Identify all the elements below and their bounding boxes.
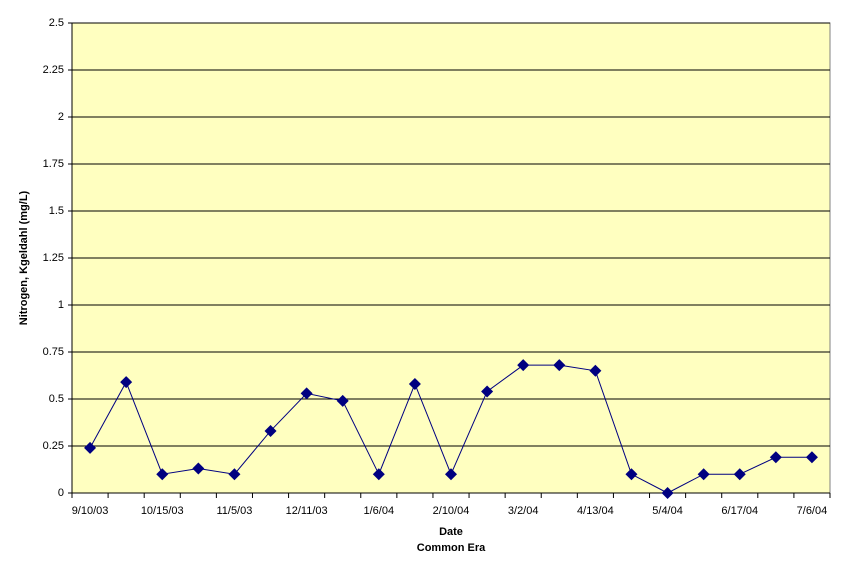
x-tick-label: 6/17/04 xyxy=(721,505,758,517)
x-tick-label: 7/6/04 xyxy=(797,505,828,517)
data-point xyxy=(517,359,530,372)
data-point xyxy=(553,359,566,372)
data-point xyxy=(697,468,710,481)
x-tick-label: 10/15/03 xyxy=(141,505,184,517)
data-point xyxy=(336,394,349,407)
x-tick-label: 12/11/03 xyxy=(286,505,328,517)
y-tick-label: 0.25 xyxy=(43,440,64,452)
data-point xyxy=(769,451,782,464)
y-axis-title: Nitrogen, Kgeldahl (mg/L) xyxy=(18,190,30,325)
x-axis-subtitle: Common Era xyxy=(417,542,486,554)
data-point xyxy=(408,377,421,390)
data-point xyxy=(120,376,133,389)
data-point xyxy=(481,385,494,398)
y-tick-label: 1.25 xyxy=(43,252,64,264)
data-point xyxy=(589,364,602,377)
y-tick-label: 0.75 xyxy=(43,346,64,358)
y-tick-label: 1.75 xyxy=(43,158,64,170)
data-point xyxy=(445,468,457,481)
data-point xyxy=(372,468,385,481)
x-tick-label: 4/13/04 xyxy=(577,505,614,517)
y-tick-label: 2.25 xyxy=(43,64,64,76)
data-point xyxy=(661,487,674,499)
data-point xyxy=(264,424,277,437)
data-point xyxy=(733,468,746,481)
y-tick-label: 1.5 xyxy=(49,205,64,217)
data-point xyxy=(805,451,818,464)
x-tick-label: 3/2/04 xyxy=(508,505,539,517)
y-tick-label: 2 xyxy=(58,111,64,123)
data-point xyxy=(300,387,313,400)
x-tick-label: 2/10/04 xyxy=(433,505,470,517)
data-point xyxy=(192,462,205,475)
y-tick-label: 1 xyxy=(58,299,64,311)
data-point xyxy=(84,441,97,454)
x-axis-title: Date xyxy=(439,526,463,538)
x-tick-label: 9/10/03 xyxy=(72,505,109,517)
data-point xyxy=(625,468,638,481)
x-tick-label: 1/6/04 xyxy=(364,505,395,517)
x-tick-label: 11/5/03 xyxy=(216,505,252,517)
y-tick-label: 2.5 xyxy=(49,17,64,29)
data-point xyxy=(228,468,241,481)
data-point xyxy=(156,468,169,481)
x-tick-label: 5/4/04 xyxy=(652,505,683,517)
y-tick-label: 0 xyxy=(58,487,64,499)
y-tick-label: 0.5 xyxy=(49,393,64,405)
